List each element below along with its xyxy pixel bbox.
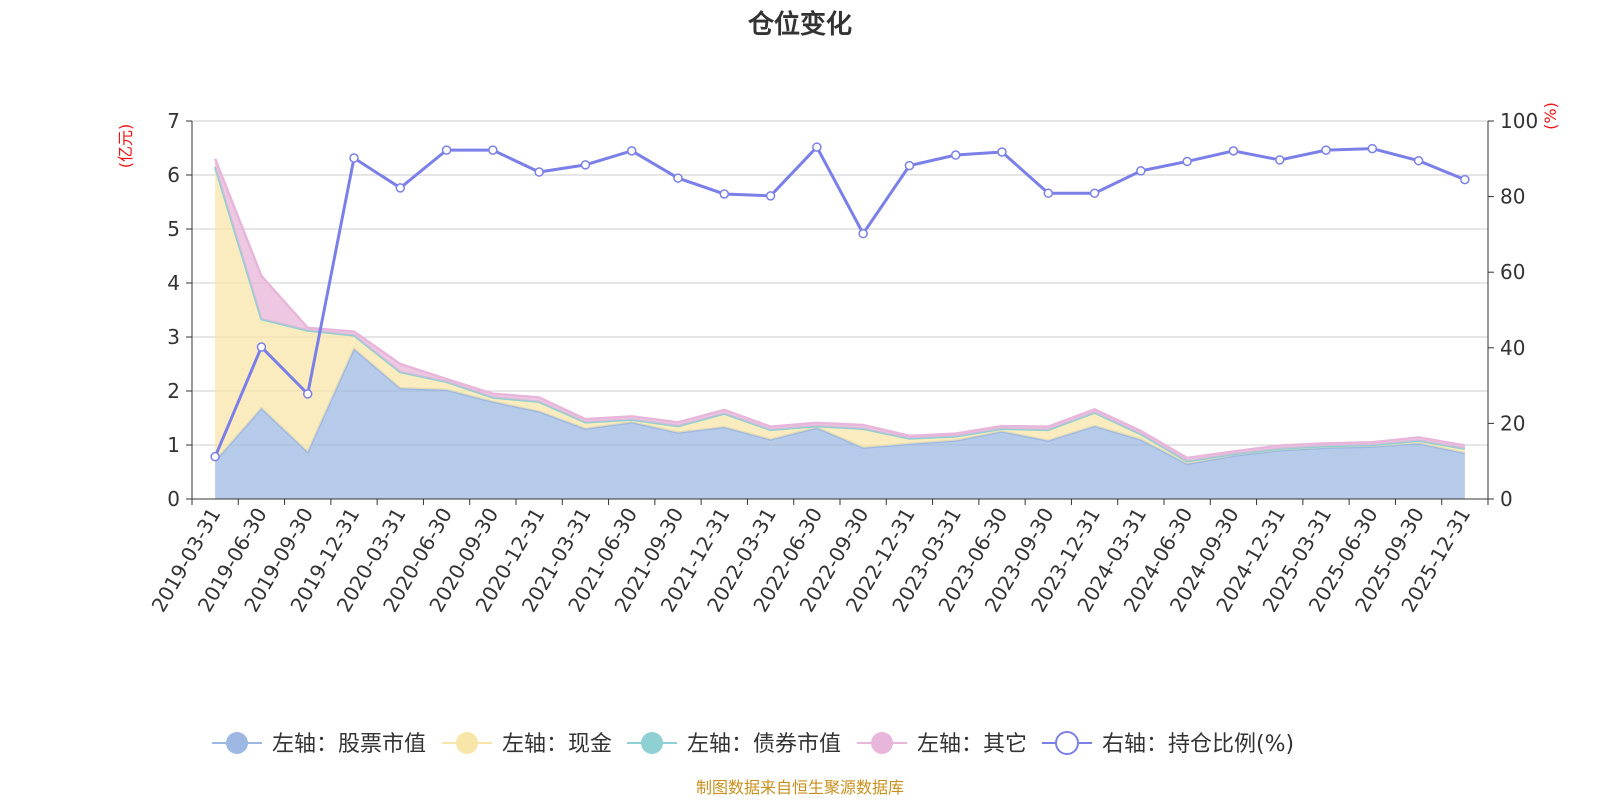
ratio-point [1367,143,1378,154]
area-line-左轴：其它 [213,158,1466,460]
legend-marker [226,732,248,754]
ratio-point [1228,146,1239,156]
ratio-point [1136,166,1146,176]
ratio-point [256,342,267,352]
ratio-line [213,144,1466,458]
legend-item: 右轴：持仓比例(%) [1042,731,1294,757]
legend-label: 右轴：持仓比例(%) [1102,732,1294,757]
ratio-point [441,145,452,155]
ratio-point [858,228,868,239]
ratio-point [488,145,498,155]
legend-item: 左轴：股票市值 [212,732,426,757]
ratio-point [1089,188,1100,198]
left-tick-label: 4 [167,271,180,295]
right-tick-label: 20 [1500,411,1525,435]
stacked-areas [213,158,1466,499]
ratio-point [1321,145,1331,155]
ratio-point [997,147,1007,157]
ratio-point [1182,156,1192,167]
ratio-point [765,191,776,201]
right-tick-label: 80 [1500,185,1525,209]
ratio-point [302,389,313,399]
legend-label: 左轴：现金 [502,732,612,757]
ratio-point [1460,174,1470,185]
holding-ratio-series [210,142,1470,462]
chart-title: 仓位变化 [747,9,852,40]
left-axis-label: (亿元) [116,124,135,169]
legend-item: 左轴：债券市值 [627,732,841,757]
ratio-point [719,189,730,199]
right-tick-label: 60 [1500,260,1525,284]
ratio-point [210,451,220,462]
right-tick-label: 40 [1500,336,1525,360]
legend-marker [1055,731,1079,755]
right-axis-label: (%) [1541,102,1560,130]
right-tick-label: 100 [1500,109,1538,133]
legend-label: 左轴：债券市值 [687,732,841,757]
left-tick-label: 7 [167,109,180,133]
ratio-point [349,153,359,163]
ratio-point [580,160,591,170]
left-tick-label: 5 [167,217,180,241]
legend-marker [871,732,893,754]
ratio-point [1413,155,1424,166]
left-tick-label: 0 [167,487,180,511]
legend-item: 左轴：其它 [857,732,1027,757]
left-tick-label: 1 [167,433,180,457]
legend-marker [456,732,478,754]
source-note: 制图数据来自恒生聚源数据库 [696,778,904,797]
right-tick-label: 0 [1500,487,1513,511]
ratio-point [534,167,544,177]
ratio-point [812,142,822,152]
ratio-point [1274,155,1285,165]
legend-marker [641,732,663,754]
ratio-point [904,160,915,171]
ratio-point [673,173,683,183]
legend-label: 左轴：股票市值 [272,732,426,757]
legend: 左轴：股票市值 左轴：现金 左轴：债券市值 左轴：其它 右轴：持仓比例(%) [212,731,1294,757]
legend-item: 左轴：现金 [442,732,612,757]
left-tick-label: 2 [167,379,180,403]
ratio-point [395,183,406,193]
ratio-point [626,146,637,156]
legend-label: 左轴：其它 [917,732,1027,757]
left-tick-label: 6 [167,163,180,187]
area-左轴：股票市值 [215,348,1465,499]
ratio-point [950,150,961,160]
left-tick-label: 3 [167,325,180,349]
ratio-point [1043,188,1054,198]
